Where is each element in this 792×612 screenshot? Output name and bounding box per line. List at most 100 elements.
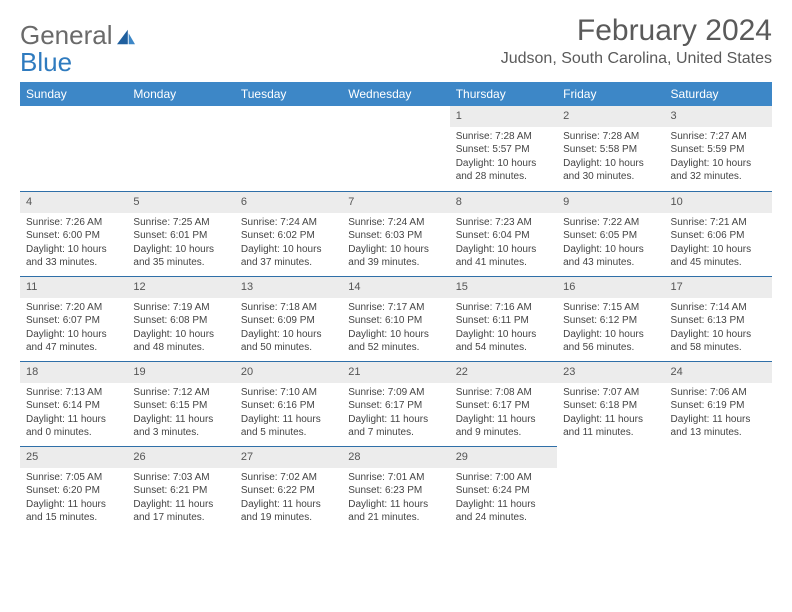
sunrise-text: Sunrise: 7:12 AM	[133, 386, 228, 400]
calendar-week-row: 18Sunrise: 7:13 AMSunset: 6:14 PMDayligh…	[20, 361, 772, 446]
logo-word-1: General	[20, 20, 113, 50]
day-number: 3	[665, 106, 772, 127]
daylight-text: Daylight: 10 hours and 28 minutes.	[456, 157, 551, 184]
day-number: 25	[20, 446, 127, 468]
month-title: February 2024	[501, 14, 772, 48]
calendar-day-cell: 3Sunrise: 7:27 AMSunset: 5:59 PMDaylight…	[665, 106, 772, 191]
sunset-text: Sunset: 6:16 PM	[241, 399, 336, 413]
calendar-day-cell: 13Sunrise: 7:18 AMSunset: 6:09 PMDayligh…	[235, 276, 342, 361]
sunrise-text: Sunrise: 7:01 AM	[348, 471, 443, 485]
sunrise-text: Sunrise: 7:16 AM	[456, 301, 551, 315]
sunset-text: Sunset: 6:10 PM	[348, 314, 443, 328]
day-number: 11	[20, 276, 127, 298]
day-number: 28	[342, 446, 449, 468]
sunset-text: Sunset: 5:59 PM	[671, 143, 766, 157]
day-number: 7	[342, 191, 449, 213]
sunset-text: Sunset: 6:20 PM	[26, 484, 121, 498]
day-details: Sunrise: 7:05 AMSunset: 6:20 PMDaylight:…	[20, 468, 127, 529]
daylight-text: Daylight: 10 hours and 39 minutes.	[348, 243, 443, 270]
daylight-text: Daylight: 11 hours and 11 minutes.	[563, 413, 658, 440]
calendar-day-cell: 15Sunrise: 7:16 AMSunset: 6:11 PMDayligh…	[450, 276, 557, 361]
day-number	[127, 106, 234, 112]
day-number: 9	[557, 191, 664, 213]
daylight-text: Daylight: 10 hours and 50 minutes.	[241, 328, 336, 355]
sunset-text: Sunset: 6:09 PM	[241, 314, 336, 328]
logo-sail-icon	[115, 28, 137, 46]
calendar-day-cell: 14Sunrise: 7:17 AMSunset: 6:10 PMDayligh…	[342, 276, 449, 361]
day-header: Tuesday	[235, 82, 342, 106]
daylight-text: Daylight: 11 hours and 0 minutes.	[26, 413, 121, 440]
day-number: 6	[235, 191, 342, 213]
header: General Blue February 2024 Judson, South…	[20, 14, 772, 76]
calendar-day-cell: 5Sunrise: 7:25 AMSunset: 6:01 PMDaylight…	[127, 191, 234, 276]
sunrise-text: Sunrise: 7:06 AM	[671, 386, 766, 400]
sunrise-text: Sunrise: 7:24 AM	[241, 216, 336, 230]
daylight-text: Daylight: 10 hours and 30 minutes.	[563, 157, 658, 184]
day-details: Sunrise: 7:19 AMSunset: 6:08 PMDaylight:…	[127, 298, 234, 359]
calendar-table: Sunday Monday Tuesday Wednesday Thursday…	[20, 82, 772, 531]
sunrise-text: Sunrise: 7:02 AM	[241, 471, 336, 485]
day-number: 8	[450, 191, 557, 213]
day-details: Sunrise: 7:09 AMSunset: 6:17 PMDaylight:…	[342, 383, 449, 444]
calendar-week-row: 4Sunrise: 7:26 AMSunset: 6:00 PMDaylight…	[20, 191, 772, 276]
day-details: Sunrise: 7:03 AMSunset: 6:21 PMDaylight:…	[127, 468, 234, 529]
day-number: 12	[127, 276, 234, 298]
calendar-day-cell: 26Sunrise: 7:03 AMSunset: 6:21 PMDayligh…	[127, 446, 234, 531]
day-number: 23	[557, 361, 664, 383]
sunrise-text: Sunrise: 7:09 AM	[348, 386, 443, 400]
calendar-week-row: 11Sunrise: 7:20 AMSunset: 6:07 PMDayligh…	[20, 276, 772, 361]
day-number: 27	[235, 446, 342, 468]
calendar-day-cell: 1Sunrise: 7:28 AMSunset: 5:57 PMDaylight…	[450, 106, 557, 191]
day-details: Sunrise: 7:27 AMSunset: 5:59 PMDaylight:…	[665, 127, 772, 188]
sunset-text: Sunset: 6:12 PM	[563, 314, 658, 328]
daylight-text: Daylight: 10 hours and 58 minutes.	[671, 328, 766, 355]
day-details: Sunrise: 7:16 AMSunset: 6:11 PMDaylight:…	[450, 298, 557, 359]
calendar-day-cell: 10Sunrise: 7:21 AMSunset: 6:06 PMDayligh…	[665, 191, 772, 276]
day-header: Sunday	[20, 82, 127, 106]
sunset-text: Sunset: 6:21 PM	[133, 484, 228, 498]
calendar-day-cell	[665, 446, 772, 531]
calendar-day-cell	[342, 106, 449, 191]
day-number: 13	[235, 276, 342, 298]
day-details: Sunrise: 7:24 AMSunset: 6:03 PMDaylight:…	[342, 213, 449, 274]
sunset-text: Sunset: 6:06 PM	[671, 229, 766, 243]
day-number: 22	[450, 361, 557, 383]
day-number: 18	[20, 361, 127, 383]
sunrise-text: Sunrise: 7:19 AM	[133, 301, 228, 315]
sunrise-text: Sunrise: 7:08 AM	[456, 386, 551, 400]
day-number: 29	[450, 446, 557, 468]
day-number: 14	[342, 276, 449, 298]
day-header-row: Sunday Monday Tuesday Wednesday Thursday…	[20, 82, 772, 106]
calendar-day-cell: 12Sunrise: 7:19 AMSunset: 6:08 PMDayligh…	[127, 276, 234, 361]
sunset-text: Sunset: 6:24 PM	[456, 484, 551, 498]
sunrise-text: Sunrise: 7:25 AM	[133, 216, 228, 230]
day-number	[20, 106, 127, 112]
sunset-text: Sunset: 6:00 PM	[26, 229, 121, 243]
day-number: 19	[127, 361, 234, 383]
daylight-text: Daylight: 10 hours and 37 minutes.	[241, 243, 336, 270]
daylight-text: Daylight: 11 hours and 9 minutes.	[456, 413, 551, 440]
daylight-text: Daylight: 11 hours and 3 minutes.	[133, 413, 228, 440]
sunrise-text: Sunrise: 7:07 AM	[563, 386, 658, 400]
location-subtitle: Judson, South Carolina, United States	[501, 50, 772, 68]
calendar-day-cell: 21Sunrise: 7:09 AMSunset: 6:17 PMDayligh…	[342, 361, 449, 446]
sunset-text: Sunset: 6:18 PM	[563, 399, 658, 413]
day-details: Sunrise: 7:02 AMSunset: 6:22 PMDaylight:…	[235, 468, 342, 529]
day-header: Thursday	[450, 82, 557, 106]
calendar-day-cell	[235, 106, 342, 191]
day-number: 17	[665, 276, 772, 298]
sunset-text: Sunset: 5:58 PM	[563, 143, 658, 157]
daylight-text: Daylight: 10 hours and 45 minutes.	[671, 243, 766, 270]
sunrise-text: Sunrise: 7:28 AM	[563, 130, 658, 144]
day-details: Sunrise: 7:17 AMSunset: 6:10 PMDaylight:…	[342, 298, 449, 359]
daylight-text: Daylight: 10 hours and 33 minutes.	[26, 243, 121, 270]
calendar-day-cell: 27Sunrise: 7:02 AMSunset: 6:22 PMDayligh…	[235, 446, 342, 531]
calendar-day-cell: 18Sunrise: 7:13 AMSunset: 6:14 PMDayligh…	[20, 361, 127, 446]
day-details: Sunrise: 7:26 AMSunset: 6:00 PMDaylight:…	[20, 213, 127, 274]
day-number: 2	[557, 106, 664, 127]
sunrise-text: Sunrise: 7:10 AM	[241, 386, 336, 400]
day-number	[665, 446, 772, 453]
day-header: Wednesday	[342, 82, 449, 106]
daylight-text: Daylight: 10 hours and 52 minutes.	[348, 328, 443, 355]
calendar-day-cell: 29Sunrise: 7:00 AMSunset: 6:24 PMDayligh…	[450, 446, 557, 531]
